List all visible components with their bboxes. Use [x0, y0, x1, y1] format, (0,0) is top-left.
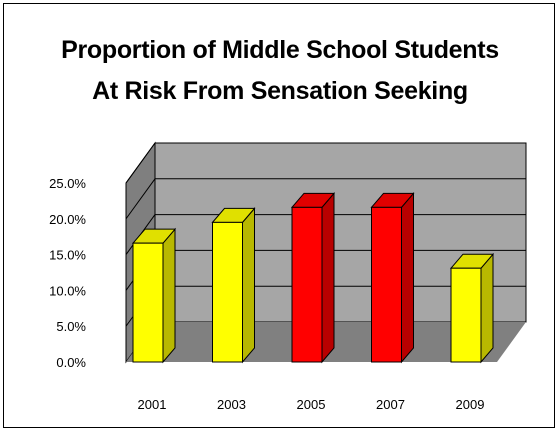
y-tick-label: 25.0%	[49, 176, 86, 191]
bar-side	[162, 227, 176, 364]
bar-side	[401, 191, 414, 364]
bar-side	[242, 207, 255, 364]
bars	[131, 191, 495, 364]
x-tick-label: 2007	[376, 397, 405, 412]
bar-2005	[290, 191, 336, 364]
bar-front	[371, 206, 402, 363]
bar-2003	[211, 207, 256, 364]
bar-front	[132, 242, 164, 363]
bar-side	[321, 191, 335, 364]
gridline-side	[125, 178, 156, 220]
bar-front	[212, 221, 243, 363]
x-tick-label: 2009	[456, 397, 485, 412]
x-tick-label: 2003	[217, 397, 246, 412]
bar-side	[480, 252, 494, 364]
bar-2007	[370, 191, 415, 364]
x-axis-labels: 2001 2003 2005 2007 2009	[138, 397, 485, 412]
bar-front	[450, 267, 482, 363]
y-axis-labels: 0.0% 5.0% 10.0% 15.0% 20.0% 25.0%	[49, 176, 86, 370]
x-tick-label: 2005	[297, 397, 326, 412]
bar-2009	[449, 252, 495, 364]
bar-front	[291, 206, 323, 363]
chart-title-line-1: Proportion of Middle School Students	[61, 36, 499, 64]
gridline-side	[125, 142, 156, 184]
y-tick-label: 10.0%	[49, 283, 86, 298]
bar-2001	[131, 227, 177, 364]
y-tick-label: 0.0%	[56, 355, 86, 370]
chart-title-line-2: At Risk From Sensation Seeking	[92, 77, 468, 105]
x-tick-label: 2001	[138, 397, 167, 412]
y-tick-label: 15.0%	[49, 248, 86, 263]
chart-title: Proportion of Middle School Students At …	[0, 30, 560, 112]
y-tick-label: 20.0%	[49, 212, 86, 227]
y-tick-label: 5.0%	[56, 319, 86, 334]
